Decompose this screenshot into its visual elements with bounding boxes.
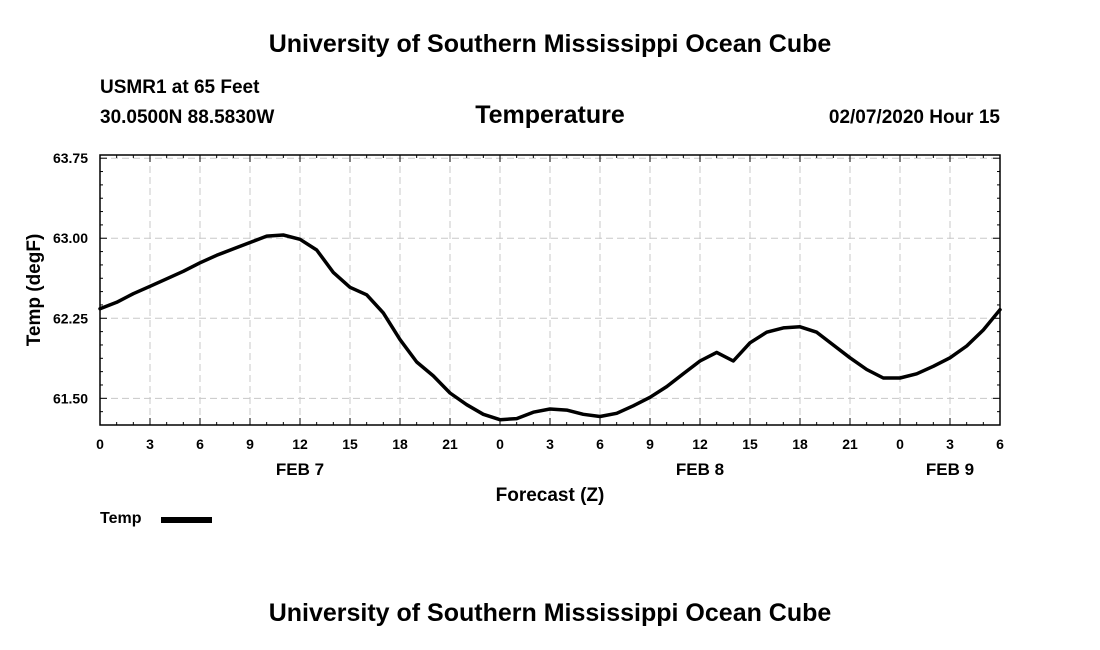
temp-data-point xyxy=(982,328,985,332)
x-tick-label: 6 xyxy=(996,436,1004,452)
x-tick-label: 6 xyxy=(196,436,204,452)
temp-data-point xyxy=(515,417,518,420)
temp-data-point xyxy=(365,293,368,296)
x-tick-label: 18 xyxy=(792,436,808,452)
temp-data-point xyxy=(348,286,352,289)
temp-data-point xyxy=(415,360,418,364)
x-tick-label: 12 xyxy=(292,436,308,452)
temp-data-point xyxy=(732,359,735,363)
x-tick-label: 0 xyxy=(96,436,104,452)
temp-data-point xyxy=(898,376,902,380)
x-tick-label: 9 xyxy=(246,436,254,452)
temp-data-point xyxy=(832,343,835,347)
temp-data-point xyxy=(698,359,702,363)
temp-data-point xyxy=(115,301,118,304)
variable-title: Temperature xyxy=(475,101,625,129)
temp-data-point xyxy=(182,270,185,273)
x-tick-label: 18 xyxy=(392,436,408,452)
x-tick-label: 15 xyxy=(342,436,358,452)
temp-data-point xyxy=(715,351,718,354)
y-tick-label: 63.75 xyxy=(53,150,88,166)
x-tick-label: 21 xyxy=(442,436,458,452)
temp-data-point xyxy=(398,338,402,341)
legend-swatch xyxy=(161,517,212,523)
temp-data-point xyxy=(915,372,918,375)
legend-label: Temp xyxy=(100,510,142,527)
day-label: FEB 8 xyxy=(676,460,724,479)
x-tick-label: 15 xyxy=(742,436,758,452)
x-tick-label: 0 xyxy=(896,436,904,452)
temp-data-point xyxy=(482,413,485,416)
x-tick-label: 12 xyxy=(692,436,708,452)
temp-data-point xyxy=(215,254,218,257)
temp-data-point xyxy=(782,326,785,330)
temp-data-point xyxy=(132,292,135,295)
chart-title-bottom: University of Southern Mississippi Ocean… xyxy=(268,599,832,627)
temp-data-point xyxy=(948,356,952,359)
x-tick-label: 3 xyxy=(146,436,154,452)
temp-data-point xyxy=(248,241,252,244)
temp-data-point xyxy=(298,238,302,241)
x-tick-label: 3 xyxy=(946,436,954,452)
x-tick-label: 3 xyxy=(546,436,554,452)
temp-data-point xyxy=(682,372,685,375)
temp-data-point xyxy=(265,234,268,238)
temp-data-point xyxy=(498,418,502,421)
temp-data-point xyxy=(798,325,802,328)
datetime-label: 02/07/2020 Hour 15 xyxy=(828,107,1000,128)
temp-data-point xyxy=(665,385,668,388)
temp-data-point xyxy=(448,391,452,395)
station-label: USMR1 at 65 Feet xyxy=(100,77,260,98)
x-tick-label: 6 xyxy=(596,436,604,452)
temp-data-point xyxy=(615,412,618,415)
temp-data-point xyxy=(632,404,635,407)
grid-layer xyxy=(100,155,1000,425)
temp-data-point xyxy=(965,344,968,348)
chart-title-top: University of Southern Mississippi Ocean… xyxy=(268,30,832,58)
x-axis-label: Forecast (Z) xyxy=(496,485,605,506)
day-label: FEB 7 xyxy=(276,460,324,479)
temp-data-point xyxy=(232,247,235,251)
x-tick-label: 9 xyxy=(646,436,654,452)
y-tick-label: 63.00 xyxy=(53,230,88,246)
y-tick-label: 62.25 xyxy=(53,310,88,326)
temp-data-point xyxy=(282,233,285,237)
temp-data-point xyxy=(432,374,435,378)
temp-data-point xyxy=(882,376,885,380)
temp-data-point xyxy=(548,407,552,411)
x-tick-label: 0 xyxy=(496,436,504,452)
temp-data-point xyxy=(165,277,168,280)
temp-data-point xyxy=(865,368,868,371)
coordinates-label: 30.0500N 88.5830W xyxy=(100,107,275,128)
temp-data-point xyxy=(382,311,385,315)
temp-data-point xyxy=(315,248,318,252)
temp-data-point xyxy=(332,271,335,274)
temp-data-point xyxy=(748,341,752,344)
temp-data-point xyxy=(765,331,768,334)
temp-data-point xyxy=(598,415,602,418)
label-layer: 0 3 6 9 12 15 18 21 0 3 6 9 12 15 18 21 0 3 6 61.50 62.25 63.… xyxy=(53,150,1004,479)
series-layer xyxy=(98,233,1002,422)
y-tick-label: 61.50 xyxy=(53,390,88,406)
plot-frame xyxy=(99,154,1001,426)
temp-data-point xyxy=(932,365,935,368)
temp-data-point xyxy=(565,408,568,412)
temp-data-point xyxy=(848,356,852,359)
x-tick-label: 21 xyxy=(842,436,858,452)
y-axis-label: Temp (degF) xyxy=(24,234,45,347)
temp-data-point xyxy=(648,396,652,399)
temp-data-point xyxy=(148,285,152,288)
temp-data-point xyxy=(532,411,535,414)
day-label: FEB 9 xyxy=(926,460,974,479)
temp-data-point xyxy=(582,413,585,416)
temp-data-point xyxy=(465,403,468,406)
temp-data-point xyxy=(198,261,202,264)
temp-data-point xyxy=(815,331,818,334)
